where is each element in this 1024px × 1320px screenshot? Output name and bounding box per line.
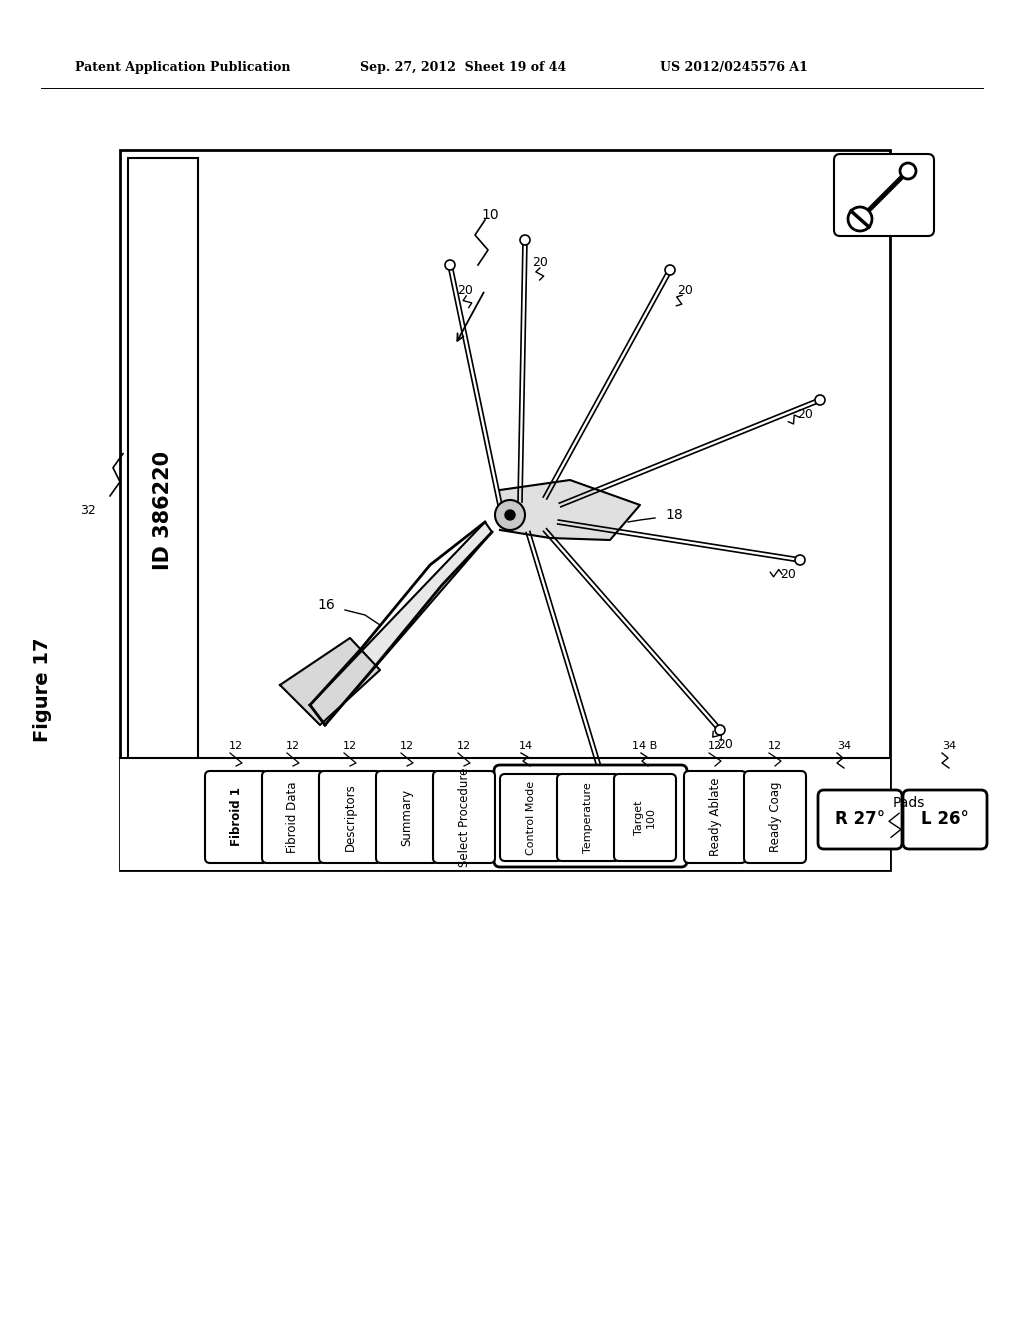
Text: Sep. 27, 2012  Sheet 19 of 44: Sep. 27, 2012 Sheet 19 of 44 xyxy=(360,62,566,74)
Text: Fibroid Data: Fibroid Data xyxy=(287,781,299,853)
Text: 12: 12 xyxy=(457,741,471,751)
Text: L 26°: L 26° xyxy=(921,810,969,829)
Circle shape xyxy=(520,235,530,246)
Circle shape xyxy=(505,510,515,520)
Text: Target
100: Target 100 xyxy=(634,800,655,834)
Circle shape xyxy=(795,554,805,565)
FancyBboxPatch shape xyxy=(818,789,902,849)
Text: Fibroid 1: Fibroid 1 xyxy=(229,788,243,846)
Text: 12: 12 xyxy=(708,741,722,751)
Text: Summary: Summary xyxy=(400,788,414,846)
Text: R 27°: R 27° xyxy=(835,810,885,829)
Text: 20: 20 xyxy=(532,256,548,268)
FancyBboxPatch shape xyxy=(205,771,267,863)
Text: 32: 32 xyxy=(80,503,96,516)
Circle shape xyxy=(848,207,872,231)
Text: 20: 20 xyxy=(602,776,617,788)
Polygon shape xyxy=(280,638,380,725)
Text: Ready Coag: Ready Coag xyxy=(768,781,781,853)
FancyBboxPatch shape xyxy=(834,154,934,236)
Text: 34: 34 xyxy=(942,741,956,751)
Text: 14 B: 14 B xyxy=(633,741,657,751)
Text: Ready Ablate: Ready Ablate xyxy=(709,777,722,857)
FancyBboxPatch shape xyxy=(557,774,618,861)
Text: 12: 12 xyxy=(286,741,300,751)
FancyBboxPatch shape xyxy=(500,774,562,861)
Polygon shape xyxy=(500,480,640,540)
FancyBboxPatch shape xyxy=(684,771,746,863)
Text: 34: 34 xyxy=(837,741,851,751)
Text: 20: 20 xyxy=(717,738,733,751)
Text: 20: 20 xyxy=(457,284,473,297)
Text: 20: 20 xyxy=(797,408,813,421)
Text: 12: 12 xyxy=(229,741,243,751)
Text: 12: 12 xyxy=(400,741,414,751)
Text: 16: 16 xyxy=(317,598,335,612)
Text: 12: 12 xyxy=(343,741,357,751)
Text: Control Mode: Control Mode xyxy=(526,780,536,854)
Text: Select Procedure: Select Procedure xyxy=(458,767,470,867)
FancyBboxPatch shape xyxy=(494,766,687,867)
FancyBboxPatch shape xyxy=(376,771,438,863)
Circle shape xyxy=(445,260,455,271)
Circle shape xyxy=(815,395,825,405)
Text: 14: 14 xyxy=(519,741,534,751)
Circle shape xyxy=(495,500,525,531)
Text: Figure 17: Figure 17 xyxy=(33,638,51,742)
Bar xyxy=(120,150,890,870)
FancyBboxPatch shape xyxy=(433,771,495,863)
Text: Pads: Pads xyxy=(893,796,926,810)
Text: 10: 10 xyxy=(481,209,499,222)
Bar xyxy=(120,758,890,870)
Bar xyxy=(128,158,198,862)
Circle shape xyxy=(665,265,675,275)
Circle shape xyxy=(595,766,605,775)
FancyBboxPatch shape xyxy=(903,789,987,849)
Circle shape xyxy=(900,162,916,180)
FancyBboxPatch shape xyxy=(744,771,806,863)
Text: US 2012/0245576 A1: US 2012/0245576 A1 xyxy=(660,62,808,74)
Text: 20: 20 xyxy=(677,284,693,297)
Text: 20: 20 xyxy=(780,569,796,582)
Text: ID 386220: ID 386220 xyxy=(153,450,173,569)
FancyBboxPatch shape xyxy=(262,771,324,863)
Text: 12: 12 xyxy=(768,741,782,751)
Polygon shape xyxy=(310,521,492,725)
Circle shape xyxy=(715,725,725,735)
Text: Patent Application Publication: Patent Application Publication xyxy=(75,62,291,74)
Text: Descriptors: Descriptors xyxy=(343,783,356,851)
FancyBboxPatch shape xyxy=(319,771,381,863)
Text: Temperature: Temperature xyxy=(583,783,593,853)
Text: 18: 18 xyxy=(665,508,683,521)
FancyBboxPatch shape xyxy=(614,774,676,861)
